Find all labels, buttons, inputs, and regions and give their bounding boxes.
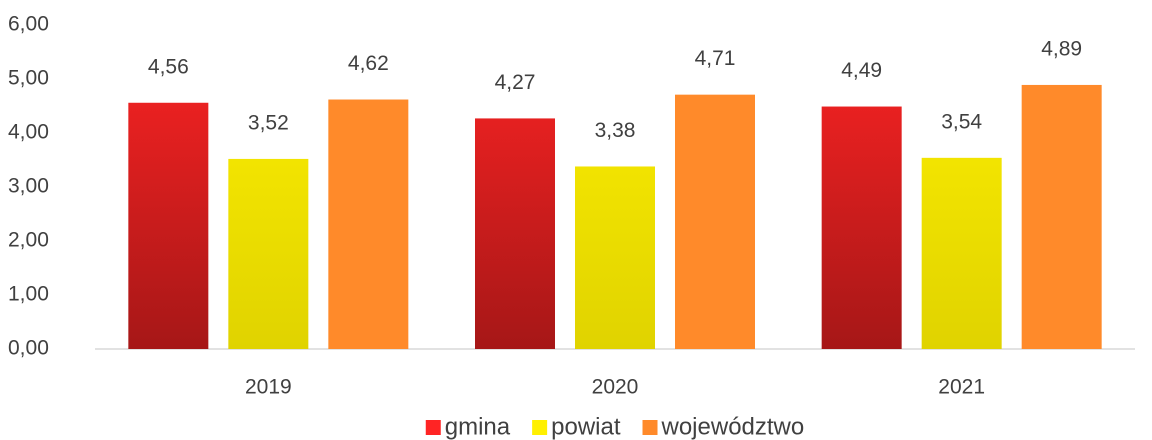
y-tick-label: 4,00: [8, 121, 49, 144]
legend-swatch: [532, 420, 548, 435]
bar: [1021, 84, 1102, 349]
legend-label: województwo: [661, 413, 805, 440]
x-tick-label: 2020: [592, 376, 639, 399]
data-label: 3,52: [248, 111, 289, 134]
legend-label: gmina: [445, 413, 511, 440]
data-label: 4,49: [841, 59, 882, 82]
y-tick-label: 1,00: [8, 283, 49, 306]
y-tick-label: 3,00: [8, 175, 49, 198]
data-label: 4,56: [148, 55, 189, 78]
bar: [475, 118, 555, 349]
bar: [821, 106, 902, 349]
legend-swatch: [425, 420, 441, 435]
data-label: 3,38: [595, 119, 636, 142]
x-tick-label: 2021: [938, 376, 985, 399]
data-label: 3,54: [941, 110, 982, 133]
data-label: 4,89: [1041, 37, 1082, 60]
x-tick-label: 2019: [245, 376, 292, 399]
y-tick-label: 2,00: [8, 229, 49, 252]
data-label: 4,62: [348, 52, 389, 75]
bar: [328, 99, 409, 350]
y-tick-label: 5,00: [8, 67, 49, 90]
legend-label: powiat: [551, 413, 621, 440]
bar: [128, 102, 209, 349]
legend-swatch: [642, 420, 658, 435]
data-label: 4,71: [695, 47, 736, 70]
bar: [575, 166, 655, 349]
bar: [228, 158, 309, 349]
y-tick-label: 6,00: [8, 13, 49, 36]
bar: [675, 94, 755, 349]
y-tick-label: 0,00: [8, 337, 49, 360]
data-label: 4,27: [495, 71, 536, 94]
bar: [921, 157, 1002, 349]
